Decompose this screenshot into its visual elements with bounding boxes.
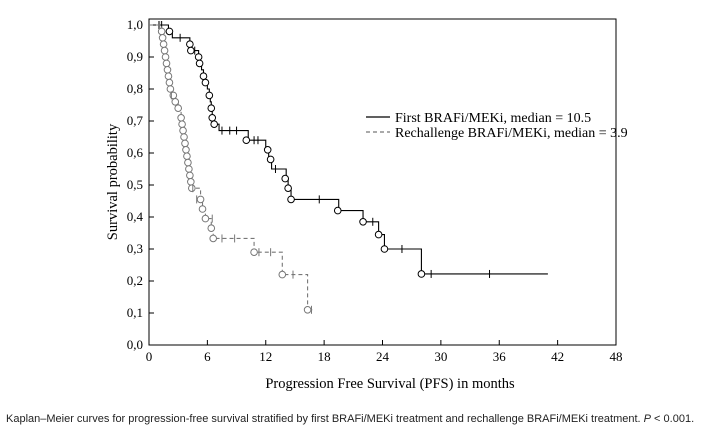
event-point-rechallenge — [185, 165, 193, 173]
event-point-first — [281, 174, 290, 183]
event-point-rechallenge — [165, 78, 174, 87]
x-tick-label: 0 — [146, 349, 153, 364]
event-point-rechallenge — [159, 40, 168, 49]
legend: First BRAFi/MEKi, median = 10.5 Rechalle… — [366, 111, 628, 141]
event-point-rechallenge — [184, 158, 192, 167]
event-point-first — [417, 270, 426, 278]
event-point-rechallenge — [188, 184, 196, 192]
x-axis-title: Progression Free Survival (PFS) in month… — [265, 376, 515, 392]
event-point-first — [380, 245, 389, 253]
event-point-rechallenge — [198, 205, 207, 213]
survival-curves — [149, 21, 548, 314]
event-point-rechallenge — [166, 85, 175, 93]
kaplan-meier-figure: 0 6 12 18 24 30 36 42 48 0,0 0,1 0,2 0,3 0,4 0,5 0,6 0,… — [105, 17, 628, 392]
event-point-rechallenge — [178, 120, 186, 128]
event-point-rechallenge — [303, 306, 312, 314]
event-point-rechallenge — [201, 214, 210, 223]
event-point-rechallenge — [179, 126, 187, 135]
caption-text: Kaplan–Meier curves for progression-free… — [6, 413, 641, 425]
x-tick-label: 42 — [551, 349, 564, 364]
series-line-rechallenge — [149, 24, 313, 311]
event-point-rechallenge — [157, 27, 166, 36]
legend-label-rechallenge: Rechallenge BRAFi/MEKi, median = 3.9 — [395, 126, 628, 141]
x-tick-label: 18 — [318, 349, 331, 364]
event-point-first — [287, 195, 295, 204]
event-point-rechallenge — [162, 59, 171, 68]
event-point-rechallenge — [207, 224, 216, 232]
kaplan-meier-chart: 0 6 12 18 24 30 36 42 48 0,00,10,20,30,40,50,60,… — [105, 17, 628, 392]
event-point-first — [263, 146, 272, 154]
plot-frame — [148, 18, 617, 346]
legend-label-first: First BRAFi/MEKi, median = 10.5 — [395, 111, 591, 126]
event-point-first — [187, 46, 195, 55]
x-tick-label: 30 — [434, 349, 447, 364]
event-point-rechallenge — [164, 72, 173, 80]
y-tick-label: 0,6 — [127, 145, 144, 160]
y-tick-label: 0,9 — [127, 49, 143, 64]
event-point-rechallenge — [171, 98, 180, 106]
y-tick-label: 0,7 — [127, 113, 144, 128]
event-point-first — [207, 104, 216, 112]
event-point-rechallenge — [278, 270, 287, 279]
event-point-rechallenge — [174, 104, 182, 112]
event-point-rechallenge — [182, 146, 190, 154]
series-line-first — [149, 24, 548, 275]
y-tick-label: 0,2 — [127, 273, 143, 288]
event-point-first — [374, 230, 383, 239]
y-tick-label: 0,0 — [127, 337, 143, 352]
event-point-rechallenge — [187, 178, 195, 186]
event-point-rechallenge — [160, 46, 169, 55]
y-tick-label: 0,5 — [127, 177, 143, 192]
event-point-first — [186, 40, 194, 49]
event-point-first — [333, 206, 342, 215]
x-tick-label: 6 — [204, 349, 211, 364]
event-point-rechallenge — [250, 248, 258, 256]
event-point-first — [242, 136, 251, 144]
event-point-first — [195, 59, 204, 68]
event-point-first — [266, 155, 275, 164]
event-point-rechallenge — [180, 133, 188, 141]
y-axis-ticks: 0,0 0,1 0,2 0,3 0,4 0,5 0,6 0,7 0,8 0,9 1,0 — [127, 17, 154, 352]
event-point-first — [165, 27, 174, 36]
caption-p-value: < 0.001. — [651, 413, 695, 425]
y-tick-label: 1,0 — [127, 17, 143, 32]
event-point-rechallenge — [161, 53, 170, 61]
event-point-rechallenge — [158, 34, 167, 42]
figure-caption: Kaplan–Meier curves for progression-free… — [6, 413, 706, 425]
event-point-first — [205, 91, 214, 100]
event-point-rechallenge — [209, 234, 218, 243]
y-tick-label: 0,4 — [127, 209, 144, 224]
x-axis-ticks: 0 6 12 18 24 30 36 42 48 — [146, 340, 623, 364]
event-point-first — [208, 114, 217, 122]
event-point-rechallenge — [186, 171, 194, 180]
x-tick-label: 24 — [376, 349, 390, 364]
event-point-rechallenge — [183, 152, 191, 160]
x-tick-label: 36 — [493, 349, 507, 364]
event-point-rechallenge — [181, 139, 189, 148]
x-tick-label: 12 — [259, 349, 272, 364]
event-point-first — [201, 78, 210, 87]
event-point-first — [359, 218, 367, 226]
event-point-rechallenge — [196, 195, 205, 204]
event-point-rechallenge — [177, 114, 185, 122]
y-axis-title: Survival probability — [105, 123, 121, 240]
event-point-rechallenge — [163, 66, 172, 74]
x-tick-label: 48 — [610, 349, 623, 364]
event-point-first — [210, 120, 218, 128]
event-point-first — [284, 184, 292, 192]
y-tick-label: 0,8 — [127, 81, 143, 96]
y-tick-label: 0,3 — [127, 241, 143, 256]
y-tick-label: 0,1 — [127, 305, 143, 320]
event-point-first — [199, 72, 208, 80]
caption-p-symbol: P — [643, 413, 651, 425]
event-point-first — [194, 53, 203, 61]
